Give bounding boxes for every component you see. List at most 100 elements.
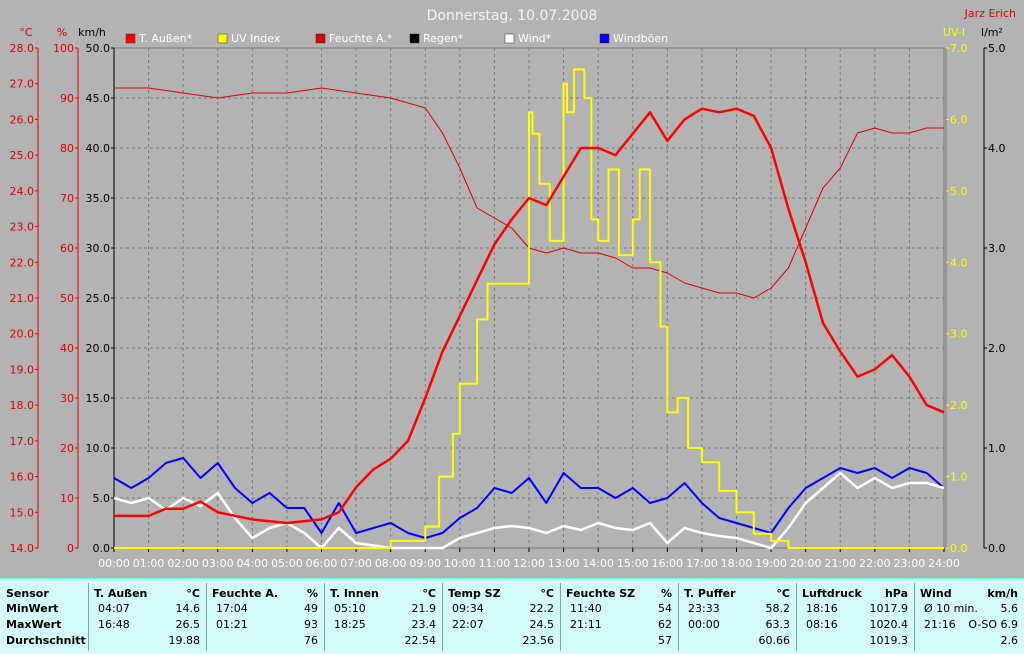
temp-tick-label: 25.0 [10, 149, 35, 162]
stats-min-value: 22.2 [529, 602, 555, 615]
stats-group: Luftdruck hPa 18:16 1017.9 08:16 1020.4 1019.3 [796, 579, 914, 654]
stats-min-time: 04:07 [98, 602, 130, 615]
temp-tick-label: 27.0 [10, 78, 35, 91]
x-tick-label: 22:00 [859, 557, 891, 570]
legend-swatch [599, 33, 610, 44]
stats-group-unit: °C [422, 587, 436, 600]
wind-unit-label: km/h [78, 26, 106, 39]
stats-min-value: 1017.9 [869, 602, 909, 615]
stats-max-time: 18:25 [334, 618, 366, 631]
x-tick-label: 24:00 [928, 557, 960, 570]
wind-tick-label: 45.0 [86, 92, 111, 105]
temp-tick-label: 28.0 [10, 42, 35, 55]
stats-min-time: Ø 10 min. [924, 602, 978, 615]
legend-label: Windböen [613, 32, 668, 45]
wind-tick-label: 30.0 [86, 242, 111, 255]
wind-tick-label: 20.0 [86, 342, 111, 355]
hum-tick-label: 60 [60, 242, 74, 255]
stats-separator [442, 583, 443, 651]
legend-label: Regen* [423, 32, 464, 45]
stats-group: T. Innen °C 05:10 21.9 18:25 23.4 22.54 [324, 579, 442, 654]
stats-max-value: 63.3 [765, 618, 791, 631]
stats-max-time: 22:07 [452, 618, 484, 631]
legend-swatch [217, 33, 228, 44]
stats-separator [324, 583, 325, 651]
stats-max-time: 16:48 [98, 618, 130, 631]
stats-group: Wind km/h Ø 10 min. 5.6 21:16 O-SO 6.9 2.6 [914, 579, 1024, 654]
legend-swatch [409, 33, 420, 44]
stats-group: T. Außen °C 04:07 14.6 16:48 26.5 19.88 [88, 579, 206, 654]
rain-tick-label: 5.0 [988, 42, 1006, 55]
temp-tick-label: 23.0 [10, 221, 35, 234]
stats-max-value: O-SO 6.9 [968, 618, 1018, 631]
stats-group-unit: hPa [884, 587, 908, 600]
legend: T. Außen* UV Index Feuchte A.* Regen* Wind* W… [125, 32, 668, 45]
wind-tick-label: 35.0 [86, 192, 111, 205]
uv-tick-label: 1.0 [950, 471, 968, 484]
stats-max-time: 21:16 [924, 618, 956, 631]
chart-title: Donnerstag, 10.07.2008 [427, 8, 598, 24]
x-tick-label: 15:00 [617, 557, 649, 570]
temp-tick-label: 26.0 [10, 113, 35, 126]
legend-label: UV Index [231, 32, 281, 45]
uv-tick-label: 6.0 [950, 113, 968, 126]
stats-group: Temp SZ °C 09:34 22.2 22:07 24.5 23.56 [442, 579, 560, 654]
stats-average: 2.6 [1000, 634, 1019, 647]
temperature-series-line [114, 107, 945, 525]
uv-tick-label: 0.0 [950, 542, 968, 555]
stats-average: 1019.3 [869, 634, 909, 647]
stats-min-value: 58.2 [765, 602, 791, 615]
x-tick-label: 08:00 [375, 557, 407, 570]
rain-tick-label: 1.0 [988, 442, 1006, 455]
x-tick-label: 13:00 [548, 557, 580, 570]
stats-group-title: T. Innen [330, 587, 379, 600]
uv-tick-label: 2.0 [950, 399, 968, 412]
stats-group-unit: °C [776, 587, 790, 600]
humidity-series-line [114, 87, 944, 299]
x-tick-label: 06:00 [306, 557, 338, 570]
x-tick-label: 19:00 [755, 557, 787, 570]
x-tick-label: 02:00 [167, 557, 199, 570]
stats-group-title: Luftdruck [802, 587, 862, 600]
stats-max-time: 21:11 [570, 618, 602, 631]
temp-tick-label: 16.0 [10, 471, 35, 484]
stats-max-value: 1020.4 [869, 618, 909, 631]
wind-tick-label: 5.0 [93, 492, 111, 505]
stats-group: Feuchte A.% 17:04 49 01:21 93 76 [206, 579, 324, 654]
x-tick-label: 20:00 [790, 557, 822, 570]
x-tick-label: 00:00 [98, 557, 130, 570]
x-tick-label: 11:00 [479, 557, 511, 570]
stats-min-time: 23:33 [688, 602, 720, 615]
x-tick-label: 01:00 [133, 557, 165, 570]
temp-tick-label: 14.0 [10, 542, 35, 555]
stats-max-value: 62 [658, 618, 672, 631]
stats-min-time: 05:10 [334, 602, 366, 615]
stats-max-time: 08:16 [806, 618, 838, 631]
x-tick-label: 17:00 [686, 557, 718, 570]
stats-separator [206, 583, 207, 651]
stats-panel: Sensor MinWert MaxWert Durchschnitt T. Außen… [0, 578, 1024, 654]
rain-tick-label: 4.0 [988, 142, 1006, 155]
hum-tick-label: 70 [60, 192, 74, 205]
x-tick-label: 14:00 [582, 557, 614, 570]
legend-label: T. Außen* [138, 32, 193, 45]
stats-max-value: 24.5 [529, 618, 555, 631]
stats-min-value: 54 [658, 602, 672, 615]
stats-separator [678, 583, 679, 651]
stats-min-time: 11:40 [570, 602, 602, 615]
stats-group-unit: °C [540, 587, 554, 600]
stats-separator [560, 583, 561, 651]
wind-tick-label: 40.0 [86, 142, 111, 155]
stats-row-label: Durchschnitt [6, 634, 86, 647]
temp-tick-label: 20.0 [10, 328, 35, 341]
uv-tick-label: 3.0 [950, 328, 968, 341]
x-tick-label: 03:00 [202, 557, 234, 570]
stats-group-title: T. Puffer [684, 587, 736, 600]
hum-tick-label: 30 [60, 392, 74, 405]
wind-tick-label: 10.0 [86, 442, 111, 455]
stats-min-value: 14.6 [175, 602, 201, 615]
stats-row-labels: Sensor MinWert MaxWert Durchschnitt [0, 579, 88, 654]
stats-max-value: 23.4 [411, 618, 437, 631]
hum-tick-label: 10 [60, 492, 74, 505]
stats-group-unit: % [660, 587, 672, 600]
